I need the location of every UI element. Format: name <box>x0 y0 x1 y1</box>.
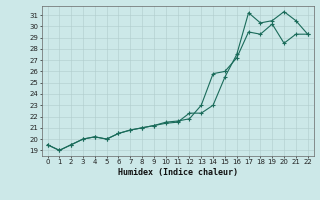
X-axis label: Humidex (Indice chaleur): Humidex (Indice chaleur) <box>118 168 237 177</box>
